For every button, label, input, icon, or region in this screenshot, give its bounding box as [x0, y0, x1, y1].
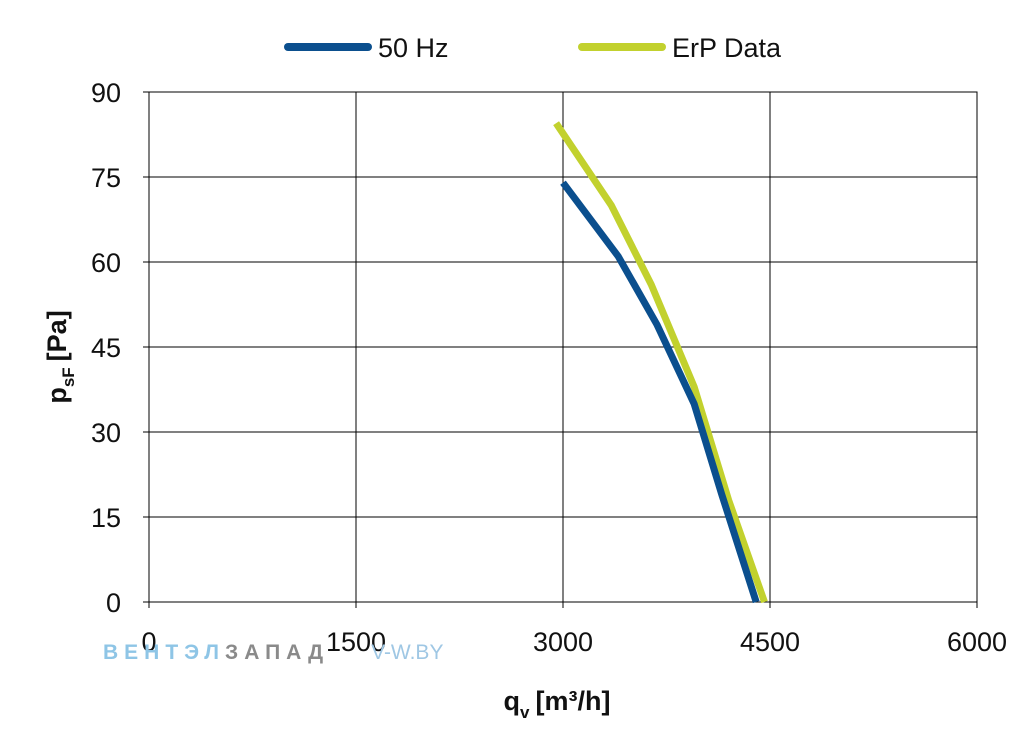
- y-axis-title-sub: sF: [59, 367, 78, 387]
- x-tick-labels: 0 1500 3000 4500 6000: [141, 627, 1007, 657]
- x-tick-label: 4500: [740, 627, 800, 657]
- x-axis-title-main: q: [504, 686, 521, 716]
- x-axis-title-sub: v: [520, 703, 530, 722]
- grid: [143, 91, 978, 608]
- legend-label-1: ErP Data: [672, 33, 782, 63]
- x-tick-label: 3000: [533, 627, 593, 657]
- x-axis-title: qv [m³/h]: [504, 686, 611, 722]
- y-tick-labels: 0 15 30 45 60 75 90: [91, 78, 121, 618]
- y-tick-label: 90: [91, 78, 121, 108]
- y-axis-title-main: p: [42, 387, 72, 404]
- legend-label-0: 50 Hz: [378, 33, 449, 63]
- x-tick-label: 0: [141, 627, 156, 657]
- series-line-0: [560, 180, 760, 604]
- y-tick-label: 75: [91, 163, 121, 193]
- y-tick-label: 15: [91, 503, 121, 533]
- series-lines: [553, 121, 768, 604]
- x-axis-title-unit: [m³/h]: [535, 686, 610, 716]
- x-tick-label: 6000: [947, 627, 1007, 657]
- y-tick-label: 45: [91, 333, 121, 363]
- watermark: ВЕНТЭЛЗАПАД V-W.BY: [103, 641, 443, 665]
- watermark-part-1: ВЕНТЭЛ: [103, 641, 226, 664]
- watermark-part-3: V-W.BY: [371, 641, 444, 664]
- y-tick-label: 30: [91, 418, 121, 448]
- watermark-part-2: ЗАПАД: [225, 641, 330, 664]
- legend: 50 Hz ErP Data: [284, 33, 782, 63]
- plot-frame: [148, 91, 978, 603]
- x-tick-label: 1500: [326, 627, 386, 657]
- series-line-1: [553, 121, 768, 604]
- y-tick-label: 0: [106, 588, 121, 618]
- y-axis-title-unit: [Pa]: [42, 310, 72, 361]
- y-tick-label: 60: [91, 248, 121, 278]
- y-axis-title: psF [Pa]: [42, 310, 78, 403]
